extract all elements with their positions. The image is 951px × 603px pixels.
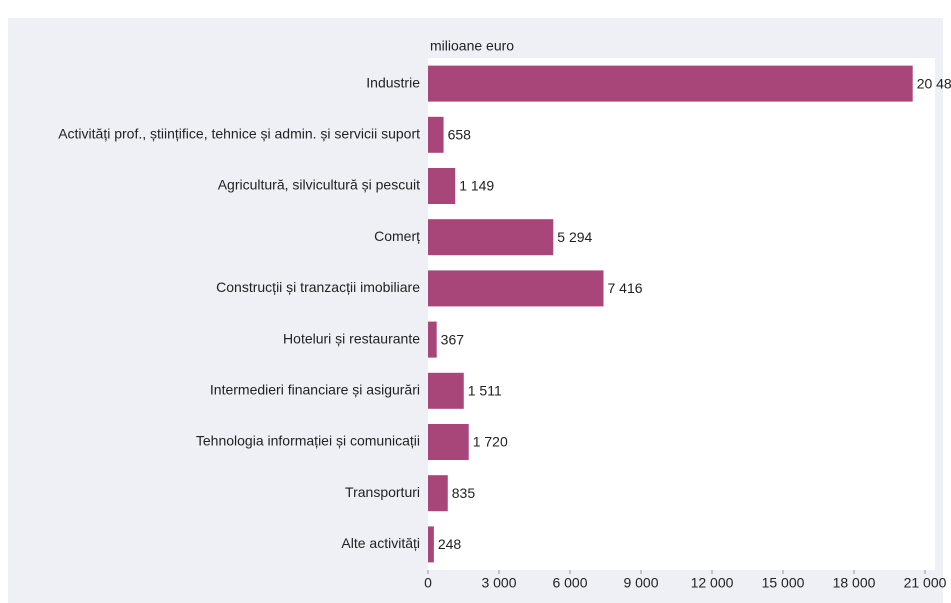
y-tick-label: Alte activități bbox=[341, 535, 420, 551]
value-label: 835 bbox=[452, 485, 476, 501]
bar bbox=[428, 526, 434, 563]
x-tick-label: 15 000 bbox=[762, 575, 805, 591]
bar bbox=[428, 116, 444, 153]
value-label: 1 511 bbox=[468, 383, 502, 399]
y-tick-label: Comerț bbox=[374, 228, 420, 244]
bar bbox=[428, 270, 604, 307]
bar bbox=[428, 168, 456, 204]
bar bbox=[428, 424, 469, 460]
x-tick-label: 9 000 bbox=[623, 575, 658, 591]
value-label: 1 720 bbox=[473, 434, 508, 450]
value-label: 658 bbox=[448, 127, 472, 143]
value-label: 20 480 bbox=[917, 75, 951, 91]
y-tick-label: Activități prof., științifice, tehnice ș… bbox=[58, 126, 420, 142]
y-tick-label: Transporturi bbox=[345, 484, 420, 500]
y-tick-label: Construcții și tranzacții imobiliare bbox=[216, 279, 420, 295]
x-tick-label: 0 bbox=[424, 575, 432, 591]
y-tick-label: Tehnologia informației și comunicații bbox=[196, 433, 420, 449]
axis-title: milioane euro bbox=[430, 38, 514, 54]
bar bbox=[428, 372, 464, 409]
y-tick-label: Hoteluri și restaurante bbox=[283, 330, 420, 346]
x-tick-label: 21 000 bbox=[904, 575, 947, 591]
value-label: 5 294 bbox=[557, 229, 592, 245]
value-label: 248 bbox=[438, 536, 462, 552]
value-label: 7 416 bbox=[608, 280, 643, 296]
plot-area bbox=[428, 58, 935, 570]
x-tick-label: 6 000 bbox=[552, 575, 587, 591]
bar bbox=[428, 321, 437, 358]
bar bbox=[428, 475, 448, 512]
x-tick-label: 12 000 bbox=[691, 575, 734, 591]
bar bbox=[428, 219, 554, 256]
y-tick-label: Industrie bbox=[366, 74, 420, 90]
x-tick-label: 18 000 bbox=[833, 575, 876, 591]
y-tick-label: Intermedieri financiare și asigurări bbox=[210, 382, 420, 398]
bar bbox=[428, 65, 913, 102]
x-tick-label: 3 000 bbox=[481, 575, 516, 591]
value-label: 1 149 bbox=[459, 178, 494, 194]
y-tick-label: Agricultură, silvicultură și pescuit bbox=[218, 177, 420, 193]
value-label: 367 bbox=[441, 331, 465, 347]
